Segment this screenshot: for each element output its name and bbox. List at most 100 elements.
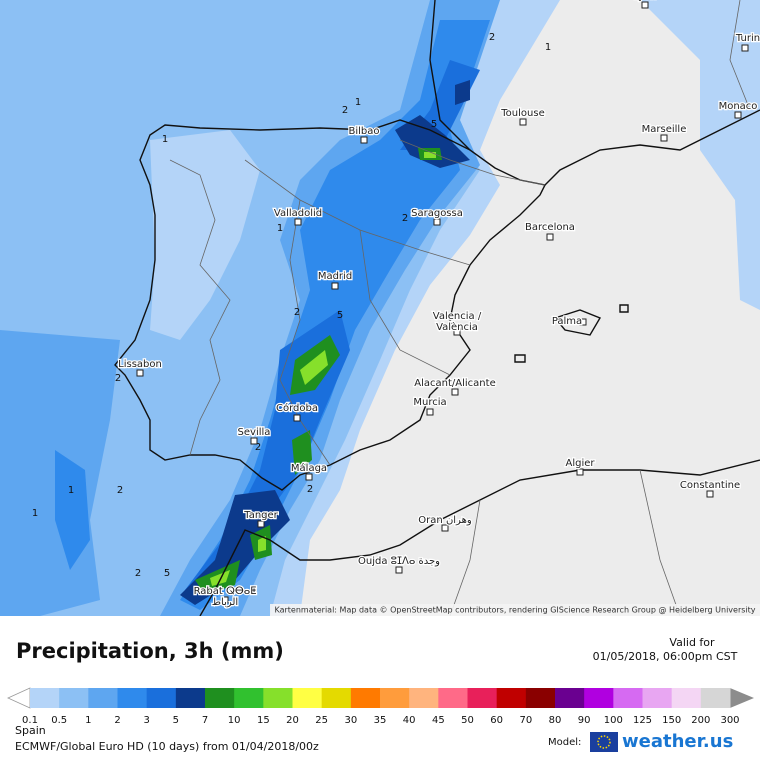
legend-value: 35 [374,715,387,726]
brand: weather.us [622,731,733,752]
legend: 0.1 0.5 1 2 3 5 7 10 15 20 25 30 35 40 45 50 60 70 80 90 100… [7,687,754,726]
legend-swatch [263,688,293,708]
contour-label: 2 [117,485,123,496]
legend-swatch [584,688,614,708]
legend-swatch [700,688,731,708]
legend-swatch [88,688,118,708]
city-marker [441,524,449,532]
city-marker [257,520,265,528]
city-label: Turin [735,33,760,44]
attribution: Kartenmaterial: Map data © OpenStreetMap… [274,606,755,615]
city-marker [453,328,461,336]
city-label: Madrid [318,271,352,282]
city-marker [136,369,144,377]
legend-value: 5 [173,715,179,726]
legend-value: 3 [143,715,149,726]
city-label: Alacant/Alicante [414,378,495,389]
city-marker [579,318,587,326]
legend-low-arrow [7,687,31,709]
city-marker [641,1,649,9]
contour-label: 1 [68,485,74,496]
city-label: Tanger [243,510,278,521]
city-marker [426,408,434,416]
borders [169,0,751,616]
city-marker [706,490,714,498]
city-label: Toulouse [500,108,544,119]
legend-value: 15 [257,715,270,726]
city-label: Lissabon [118,359,162,370]
legend-swatch [146,688,177,708]
contour-label: 5 [431,119,437,130]
legend-swatch [117,688,148,708]
contour-label: 1 [545,42,551,53]
legend-value: 40 [403,715,416,726]
city-label: Córdoba [276,402,318,414]
city-label: València [436,321,478,333]
legend-value: 20 [286,715,299,726]
legend-value: 300 [720,715,739,726]
city-label: الرباط [212,597,238,608]
legend-value: 70 [519,715,532,726]
contour-label: 2 [255,442,261,453]
city-label: Monaco [719,101,758,112]
contour-label: 2 [115,373,121,384]
city-marker [221,596,229,604]
legend-value: 150 [662,715,681,726]
city-marker [293,414,301,422]
legend-value: 45 [432,715,445,726]
city-label: Valladolid [274,208,322,219]
legend-swatch [175,688,206,708]
legend-swatch [350,688,381,708]
contour-label: 1 [32,508,38,519]
city-marker [451,388,459,396]
legend-value: 80 [549,715,562,726]
city-marker [741,44,749,52]
city-marker [294,218,302,226]
city-label: Oran وهران [418,515,472,526]
city-label: Barcelona [525,222,575,233]
legend-value: 60 [490,715,503,726]
city-marker [433,218,441,226]
legend-value: 50 [461,715,474,726]
city-marker [546,233,554,241]
legend-swatch [671,688,702,708]
city-label: Valencia / [433,311,482,322]
legend-value: 1 [85,715,91,726]
city-marker [734,111,742,119]
city-label: Constantine [680,480,740,491]
legend-value: 90 [578,715,591,726]
city-marker [576,468,584,476]
contour-label: 2 [489,32,495,43]
title: Precipitation, 3h (mm) [16,639,284,663]
contour-label: 1 [162,134,168,145]
valid-time: 01/05/2018, 06:00pm CST [593,650,738,663]
model-line: ECMWF/Global Euro HD (10 days) from 01/0… [15,740,319,753]
eu-stars [597,735,611,749]
city-marker [250,437,258,445]
legend-swatch [321,688,352,708]
legend-swatch [380,688,410,708]
city-label: Palma [552,316,582,327]
legend-high-arrow [730,688,754,708]
contour-label: 5 [164,568,170,579]
precipitation [0,0,760,616]
contour-label: 1 [355,97,361,108]
city-marker [305,473,313,481]
valid-label: Valid for [669,636,715,649]
legend-swatch [525,688,556,708]
contour-label: 2 [307,484,313,495]
panel: Precipitation, 3h (mm) Valid for 01/05/2… [7,636,754,753]
legend-swatch [438,688,468,708]
legend-swatch [30,688,60,708]
city-label: Oujda ⵓⵊⴷⴰ وجدة [358,556,440,567]
city-label: Rabat ⵕⴱⴰⵟ [194,586,257,597]
model-label: Model: [548,737,581,748]
city-label: Marseille [642,124,687,135]
legend-swatch [409,688,439,708]
region: Spain [15,724,46,737]
legend-swatch [555,688,585,708]
map: 111111222222222555LyonTurinMonacoToulous… [0,0,760,616]
city-label: Bilbao [348,126,379,137]
legend-value: 200 [691,715,710,726]
legend-value: 100 [604,715,623,726]
